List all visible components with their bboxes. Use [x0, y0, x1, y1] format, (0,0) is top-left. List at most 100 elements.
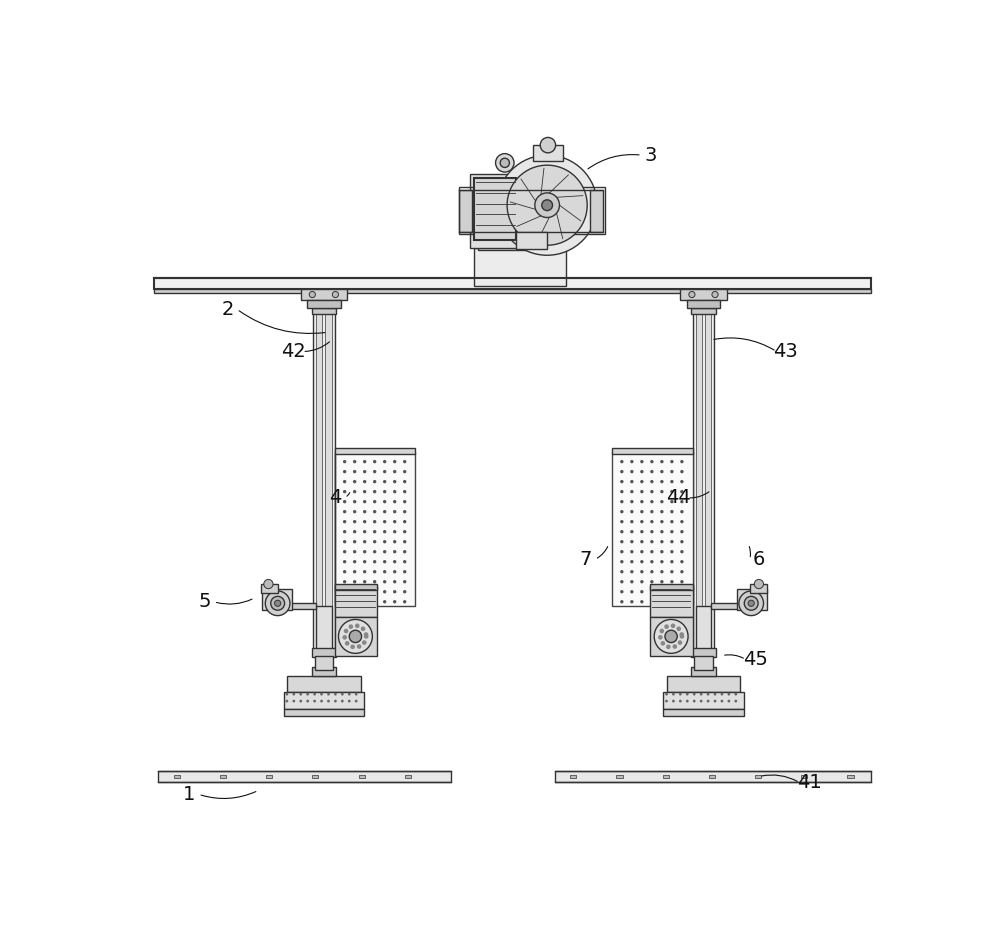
Circle shape: [630, 480, 634, 483]
Circle shape: [754, 579, 764, 588]
Bar: [284, 709, 364, 716]
Circle shape: [744, 596, 758, 610]
Bar: [696, 307, 702, 654]
Text: 5: 5: [198, 592, 211, 611]
Circle shape: [320, 693, 323, 696]
Circle shape: [299, 693, 302, 696]
Bar: [694, 656, 713, 669]
Circle shape: [670, 500, 674, 503]
Circle shape: [680, 480, 684, 483]
Bar: [650, 618, 693, 656]
Circle shape: [373, 470, 376, 474]
Bar: [474, 247, 566, 286]
Circle shape: [679, 693, 682, 696]
Bar: [335, 447, 415, 454]
Circle shape: [363, 520, 366, 524]
Circle shape: [373, 490, 376, 494]
Circle shape: [666, 645, 671, 650]
Circle shape: [403, 540, 406, 543]
Circle shape: [353, 520, 356, 524]
Circle shape: [620, 560, 624, 563]
Circle shape: [670, 510, 674, 513]
Circle shape: [353, 570, 356, 573]
Circle shape: [630, 470, 634, 474]
Circle shape: [353, 560, 356, 563]
Bar: [335, 451, 415, 605]
Circle shape: [383, 580, 386, 584]
Circle shape: [353, 460, 356, 463]
Bar: [459, 190, 472, 232]
Circle shape: [650, 460, 654, 463]
Text: 41: 41: [797, 774, 821, 792]
Circle shape: [671, 623, 675, 628]
Bar: [261, 584, 278, 593]
Text: 43: 43: [773, 342, 798, 361]
Bar: [313, 307, 335, 654]
Circle shape: [383, 500, 386, 503]
Circle shape: [650, 550, 654, 554]
Bar: [266, 775, 272, 778]
Circle shape: [640, 520, 644, 524]
Bar: [312, 307, 336, 314]
Circle shape: [403, 600, 406, 603]
Circle shape: [630, 580, 634, 584]
Circle shape: [620, 500, 624, 503]
Circle shape: [721, 699, 723, 702]
Bar: [696, 605, 711, 656]
Circle shape: [670, 490, 674, 494]
Circle shape: [660, 510, 664, 513]
Bar: [555, 771, 871, 782]
Bar: [174, 775, 180, 778]
Bar: [691, 307, 716, 314]
Circle shape: [630, 530, 634, 533]
Text: 2: 2: [221, 300, 234, 319]
Circle shape: [712, 291, 718, 298]
Circle shape: [363, 480, 366, 483]
Circle shape: [343, 560, 346, 563]
Circle shape: [383, 540, 386, 543]
Circle shape: [670, 550, 674, 554]
Bar: [154, 290, 871, 293]
Circle shape: [640, 510, 644, 513]
Bar: [316, 307, 322, 654]
Bar: [220, 775, 226, 778]
Circle shape: [363, 470, 366, 474]
Circle shape: [507, 165, 587, 245]
Circle shape: [620, 460, 624, 463]
Circle shape: [355, 623, 360, 628]
Circle shape: [660, 470, 664, 474]
Circle shape: [403, 510, 406, 513]
Circle shape: [650, 580, 654, 584]
Bar: [287, 677, 361, 692]
Bar: [474, 179, 516, 240]
Circle shape: [363, 560, 366, 563]
Bar: [650, 587, 693, 618]
Circle shape: [665, 699, 668, 702]
Circle shape: [680, 550, 684, 554]
Circle shape: [343, 550, 346, 554]
Circle shape: [363, 580, 366, 584]
Bar: [737, 588, 767, 610]
Circle shape: [393, 560, 396, 563]
Circle shape: [355, 693, 358, 696]
Circle shape: [680, 560, 684, 563]
Circle shape: [650, 560, 654, 563]
Circle shape: [680, 510, 684, 513]
Circle shape: [640, 600, 644, 603]
Circle shape: [363, 530, 366, 533]
Text: 44: 44: [666, 488, 690, 508]
Circle shape: [373, 510, 376, 513]
Circle shape: [670, 580, 674, 584]
Circle shape: [299, 699, 302, 702]
Circle shape: [393, 600, 396, 603]
Circle shape: [660, 550, 664, 554]
Circle shape: [748, 601, 754, 606]
Circle shape: [309, 291, 315, 298]
Circle shape: [630, 560, 634, 563]
Circle shape: [620, 540, 624, 543]
Circle shape: [373, 550, 376, 554]
Circle shape: [500, 158, 509, 167]
Circle shape: [353, 470, 356, 474]
Circle shape: [275, 601, 281, 606]
Circle shape: [353, 590, 356, 593]
